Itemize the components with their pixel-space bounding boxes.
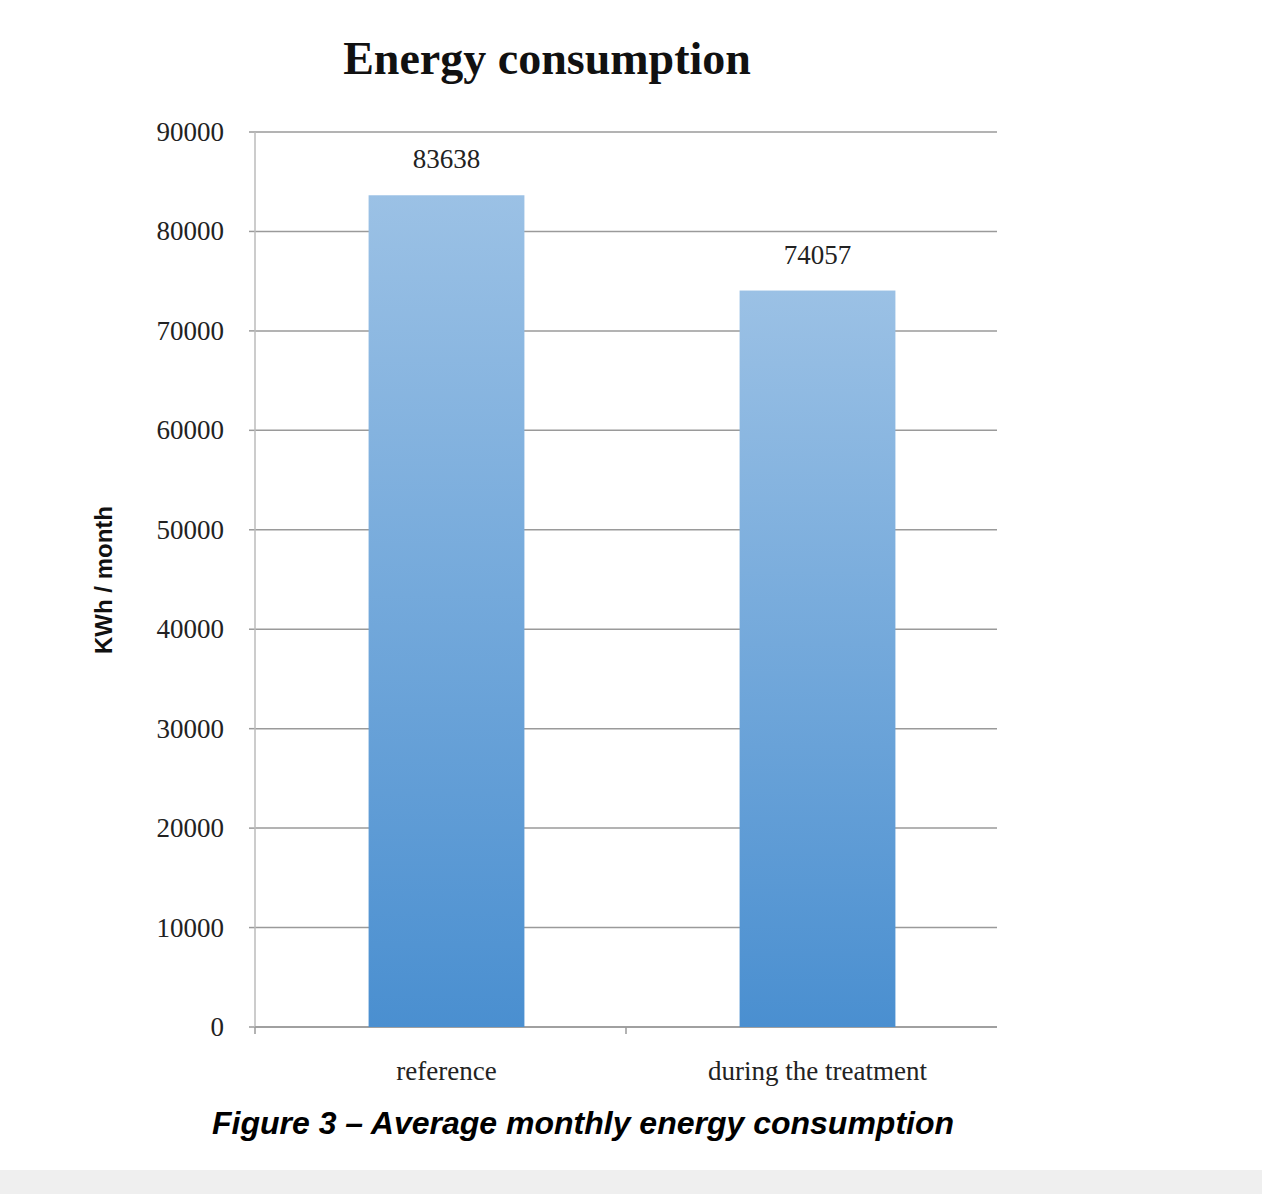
y-tick [249,231,255,233]
grid [249,132,997,1027]
y-tick-label: 80000 [157,216,225,246]
y-tick [249,131,255,133]
y-tick-label: 20000 [157,813,225,843]
x-tick [254,1027,256,1034]
chart: Energy consumption 0 10000 20000 30000 40000 5… [0,0,1262,1194]
data-label: 83638 [413,144,481,174]
y-tick-label: 40000 [157,614,225,644]
data-label: 74057 [784,240,852,270]
y-axis [254,132,256,1027]
y-tick [249,927,255,929]
y-tick-label: 10000 [157,913,225,943]
caption: Figure 3 – Average monthly energy consum… [212,1105,954,1141]
title: Energy consumption [343,33,751,84]
y-tick-label: 50000 [157,515,225,545]
x-tick [625,1027,627,1034]
y-tick-label: 90000 [157,117,225,147]
x-tick-label: reference [396,1056,496,1086]
page-strip [0,1170,1262,1194]
bar [369,195,525,1027]
y-tick-label: 70000 [157,316,225,346]
y-tick-label: 30000 [157,714,225,744]
bars [369,195,896,1027]
y-axis-label: KWh / month [90,506,117,654]
y-tick [249,330,255,332]
y-tick-label: 0 [211,1012,225,1042]
y-tick [249,1026,255,1028]
x-tick-label: during the treatment [708,1056,927,1086]
y-tick [249,628,255,630]
y-tick [249,529,255,531]
y-tick [249,827,255,829]
y-tick [249,728,255,730]
y-tick-label: 60000 [157,415,225,445]
grid-line [255,231,997,233]
grid-line [255,131,997,133]
y-tick [249,430,255,432]
bar [740,291,896,1027]
